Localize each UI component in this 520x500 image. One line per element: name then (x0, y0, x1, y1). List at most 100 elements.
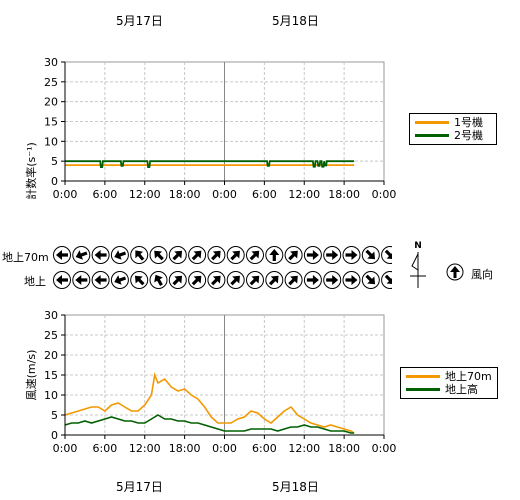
x-tick-label: 18:00 (328, 188, 360, 201)
x-tick-label: 0:00 (212, 188, 237, 201)
x-tick-label: 6:00 (252, 188, 277, 201)
wind-direction-rows (53, 246, 392, 289)
wind-arrow-icon (91, 271, 110, 289)
wind-speed-chart: 0 5 10 15 20 25 30 0:00 6:00 12:00 18:00 0:00 6:00 12… (25, 309, 397, 455)
legend-label: 地上70m (445, 370, 492, 383)
x-tick-label: 0:00 (212, 442, 237, 455)
y-tick-label: 20 (44, 96, 58, 109)
north-compass-icon: N (410, 241, 426, 288)
series-line-1 (64, 372, 355, 434)
legend-swatch-green (415, 134, 449, 137)
wind-arrow-icon (130, 246, 149, 264)
wind-arrow-icon (130, 271, 149, 289)
wind-arrow-icon (226, 271, 245, 289)
wind-arrow-icon (168, 246, 187, 264)
x-tick-label: 6:00 (93, 188, 118, 201)
wind-arrow-icon (265, 271, 284, 289)
wind-arrow-icon (72, 246, 91, 264)
wind-arrow-icon (149, 271, 168, 289)
wind-direction-legend-icon (446, 263, 464, 281)
y-tick-label: 10 (44, 135, 58, 148)
wind-arrow-icon (303, 246, 322, 264)
x-tick-label: 18:00 (328, 442, 360, 455)
date-label-top-2: 5月18日 (272, 14, 319, 28)
wind-direction-legend-label: 風向 (471, 268, 493, 281)
x-tick-label: 12:00 (129, 442, 161, 455)
legend-item: 2号機 (410, 129, 496, 142)
y-tick-label: 15 (44, 116, 58, 129)
wind-arrow-icon (284, 271, 303, 289)
wind-arrow-icon (381, 246, 392, 264)
y-tick-label: 20 (44, 349, 58, 362)
x-tick-label: 12:00 (288, 188, 320, 201)
x-tick-label: 0:00 (53, 442, 78, 455)
wind-arrow-icon (342, 246, 361, 264)
wind-arrow-icon (284, 246, 303, 264)
wind-arrow-icon (265, 246, 284, 264)
wind-arrow-icon (246, 246, 264, 264)
x-tick-label: 18:00 (169, 188, 201, 201)
wind-row-label-ground: 地上 (24, 275, 46, 288)
y-tick-label: 10 (44, 389, 58, 402)
y-axis-label: 計数率(s⁻¹) (24, 142, 38, 200)
wind-arrow-icon (110, 271, 129, 289)
wind-arrow-icon (149, 246, 168, 264)
x-tick-label: 0:00 (372, 188, 397, 201)
legend-swatch-orange (406, 375, 440, 378)
x-tick-label: 6:00 (252, 442, 277, 455)
date-label-bottom-2: 5月18日 (272, 480, 319, 494)
wind-arrow-icon (303, 271, 322, 289)
x-tick-label: 0:00 (53, 188, 78, 201)
x-tick-label: 0:00 (372, 442, 397, 455)
legend-swatch-green (406, 388, 440, 391)
x-tick-label: 12:00 (288, 442, 320, 455)
wind-arrow-icon (53, 246, 71, 264)
wind-arrow-icon (226, 246, 245, 264)
wind-arrow-icon (207, 271, 226, 289)
y-tick-label: 25 (44, 76, 58, 89)
y-tick-label: 5 (51, 155, 58, 168)
wind-arrow-icon (342, 271, 361, 289)
y-tick-label: 15 (44, 369, 58, 382)
y-axis-label: 風速(m/s) (25, 350, 38, 401)
wind-arrow-icon (361, 246, 380, 264)
x-tick-label: 12:00 (129, 188, 161, 201)
legend-label: 2号機 (454, 129, 483, 142)
wind-arrow-icon (188, 246, 207, 264)
legend-swatch-orange (415, 121, 449, 124)
y-tick-label: 30 (44, 309, 58, 322)
series-line-2 (64, 414, 355, 434)
y-tick-label: 30 (44, 56, 58, 69)
wind-arrow-icon (91, 246, 110, 264)
wind-row-label-70m: 地上70m (2, 251, 49, 264)
legend-label: 地上高 (445, 383, 478, 396)
date-label-bottom-1: 5月17日 (116, 480, 163, 494)
wind-arrow-icon (323, 246, 342, 264)
wind-arrow-icon (246, 271, 264, 289)
y-tick-label: 0 (51, 429, 58, 442)
count-rate-legend: 1号機 2号機 (409, 113, 497, 145)
legend-item: 1号機 (410, 116, 496, 129)
wind-arrow-icon (110, 246, 129, 264)
wind-arrow-icon (323, 271, 342, 289)
date-label-top-1: 5月17日 (116, 14, 163, 28)
wind-arrow-icon (72, 271, 91, 289)
x-tick-label: 6:00 (93, 442, 118, 455)
count-rate-chart: 0 5 10 15 20 25 30 0:00 6:00 12:00 18:00 0:00 6:00 12… (24, 56, 397, 201)
wind-arrow-icon (188, 271, 207, 289)
wind-arrow-icon (207, 246, 226, 264)
wind-arrow-icon (381, 271, 392, 289)
legend-item: 地上高 (401, 383, 497, 396)
wind-arrow-icon (53, 271, 71, 289)
compass-north-label: N (414, 241, 422, 251)
y-tick-label: 5 (51, 409, 58, 422)
legend-label: 1号機 (454, 116, 483, 129)
series-line-2 (65, 160, 355, 168)
legend-item: 地上70m (401, 370, 497, 383)
wind-arrow-icon (168, 271, 187, 289)
y-tick-label: 25 (44, 329, 58, 342)
wind-arrow-icon (361, 271, 380, 289)
wind-speed-legend: 地上70m 地上高 (400, 367, 498, 399)
x-tick-label: 18:00 (169, 442, 201, 455)
y-tick-label: 0 (51, 175, 58, 188)
